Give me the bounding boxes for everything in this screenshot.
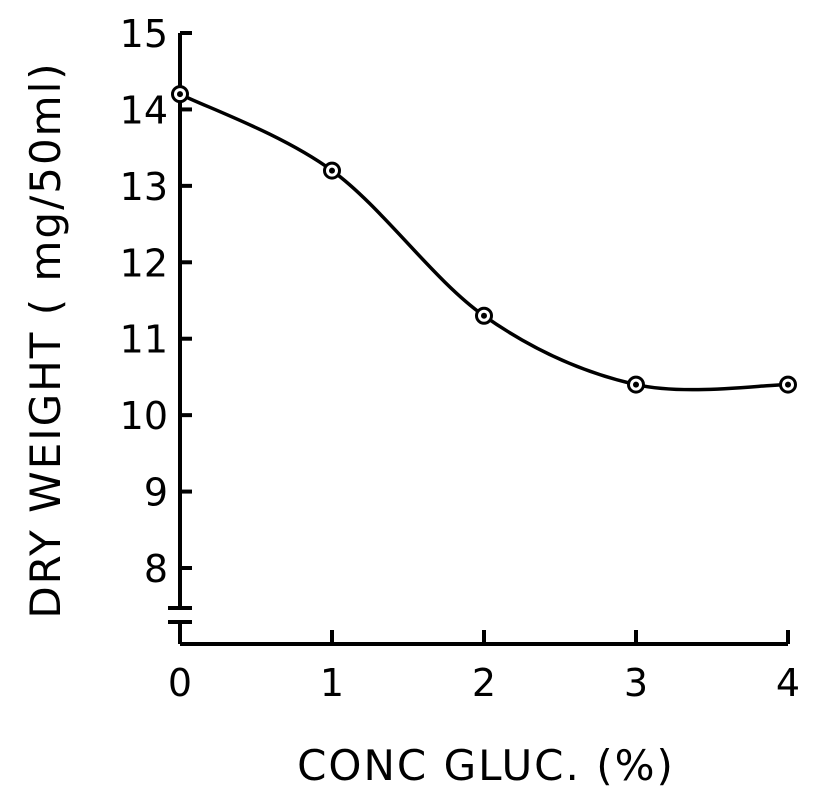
- x-tick-label: 0: [168, 661, 192, 705]
- x-axis-label: CONC GLUC. (%): [297, 741, 675, 790]
- x-tick-label: 2: [472, 661, 496, 705]
- data-point: [323, 161, 341, 180]
- y-tick-label: 15: [120, 12, 168, 56]
- data-point: [475, 306, 493, 325]
- data-point: [627, 375, 645, 394]
- x-tick-label: 1: [320, 661, 344, 705]
- data-point: [779, 375, 797, 394]
- x-tick-label: 3: [624, 661, 648, 705]
- y-tick-label: 11: [120, 318, 168, 362]
- fitted-curve: [179, 92, 789, 392]
- y-tick-label: 9: [144, 471, 168, 515]
- y-tick-label: 8: [144, 547, 168, 591]
- y-tick-label: 14: [120, 88, 168, 132]
- series-line: [179, 92, 789, 392]
- axes: [168, 31, 790, 646]
- y-tick-label: 12: [120, 241, 168, 285]
- data-point: [171, 85, 189, 104]
- x-tick-label: 4: [776, 661, 800, 705]
- y-tick-label: 13: [120, 165, 168, 209]
- data-point-center: [481, 312, 487, 319]
- data-point-center: [177, 91, 183, 98]
- data-points: [171, 85, 797, 394]
- y-axis-label: DRY WEIGHT ( mg/50ml): [21, 61, 70, 618]
- data-point-center: [633, 381, 639, 388]
- data-point-center: [785, 381, 791, 388]
- data-point-center: [329, 167, 335, 174]
- y-tick-label: 10: [120, 394, 168, 438]
